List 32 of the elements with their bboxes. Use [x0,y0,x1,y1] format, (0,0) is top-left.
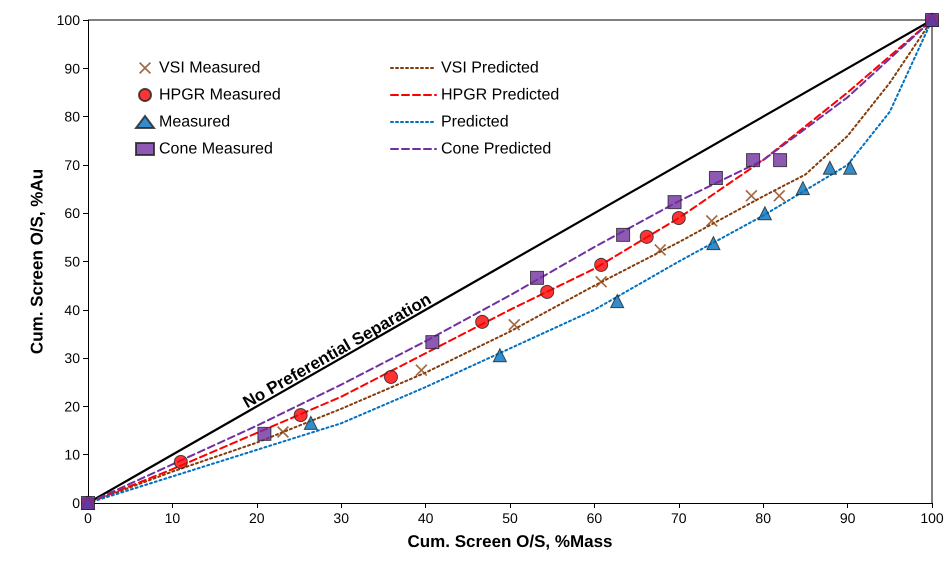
x-tick-label: 0 [84,510,92,526]
x-tick-label: 90 [840,510,856,526]
x-tick-label: 30 [333,510,350,526]
y-tick-label: 0 [72,495,80,511]
x-tick-label: 50 [502,510,518,526]
x-tick-label: 60 [586,510,602,526]
legend-label: Cone Measured [159,140,273,158]
y-tick-label: 80 [64,108,80,125]
x-tick-label: 40 [418,510,434,526]
y-tick-label: 20 [64,398,80,414]
y-tick-label: 70 [64,156,80,173]
legend-label: HPGR Predicted [441,86,560,104]
legend-label: HPGR Measured [159,86,281,104]
y-tick-label: 90 [64,60,80,76]
y-tick-label: 30 [64,350,80,366]
x-tick-label: 100 [920,510,944,526]
legend-label: VSI Predicted [441,60,539,76]
y-tick-label: 100 [56,12,80,28]
y-tick-label: 60 [64,205,80,222]
x-tick-label: 70 [671,510,687,526]
x-tick-label: 10 [164,510,180,526]
legend-label: VSI Measured [159,60,260,76]
x-tick-label: 80 [755,510,772,526]
y-axis-title: Cum. Screen O/S, %Au [28,168,47,354]
legend-label: Cone Predicted [441,140,552,158]
y-tick-label: 10 [64,446,80,463]
y-tick-label: 40 [64,302,80,318]
y-tick-label: 50 [64,254,80,270]
legend-label: Predicted [441,114,509,130]
x-tick-label: 20 [249,510,265,526]
x-axis-title: Cum. Screen O/S, %Mass [407,532,613,551]
legend-label: Measured [159,114,230,130]
